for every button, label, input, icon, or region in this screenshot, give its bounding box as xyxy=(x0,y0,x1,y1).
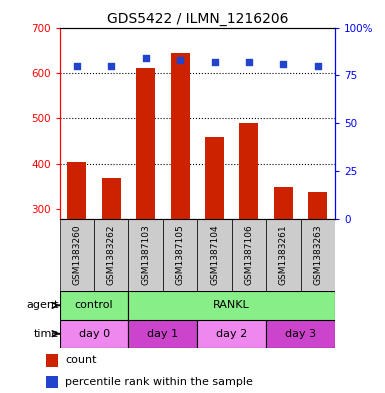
Bar xyxy=(136,68,155,219)
Text: RANKL: RANKL xyxy=(213,300,250,310)
Bar xyxy=(266,219,301,291)
Bar xyxy=(94,219,129,291)
Text: percentile rank within the sample: percentile rank within the sample xyxy=(65,377,253,387)
Bar xyxy=(46,376,58,388)
Bar xyxy=(163,219,197,291)
Text: agent: agent xyxy=(27,300,59,310)
Title: GDS5422 / ILMN_1216206: GDS5422 / ILMN_1216206 xyxy=(107,13,288,26)
Text: time: time xyxy=(34,329,59,339)
Text: day 1: day 1 xyxy=(147,329,179,339)
Point xyxy=(108,62,114,69)
Text: GSM1387106: GSM1387106 xyxy=(244,224,253,285)
Bar xyxy=(197,219,232,291)
Text: GSM1387104: GSM1387104 xyxy=(210,224,219,285)
Bar xyxy=(171,53,189,219)
Bar xyxy=(60,320,129,348)
Bar xyxy=(308,192,327,219)
Bar xyxy=(60,291,129,320)
Bar xyxy=(46,354,58,367)
Bar xyxy=(129,320,197,348)
Bar xyxy=(67,162,86,219)
Point xyxy=(177,57,183,63)
Point xyxy=(315,62,321,69)
Bar xyxy=(129,291,335,320)
Text: day 0: day 0 xyxy=(79,329,110,339)
Text: day 3: day 3 xyxy=(285,329,316,339)
Bar xyxy=(205,137,224,219)
Bar xyxy=(102,178,121,219)
Text: GSM1383261: GSM1383261 xyxy=(279,224,288,285)
Bar xyxy=(129,219,163,291)
Text: day 2: day 2 xyxy=(216,329,247,339)
Bar xyxy=(266,320,335,348)
Bar xyxy=(239,123,258,219)
Text: control: control xyxy=(75,300,114,310)
Bar xyxy=(197,320,266,348)
Text: GSM1387105: GSM1387105 xyxy=(176,224,185,285)
Point xyxy=(280,61,286,67)
Bar xyxy=(60,219,94,291)
Point xyxy=(74,62,80,69)
Point xyxy=(211,59,218,65)
Text: GSM1383262: GSM1383262 xyxy=(107,225,116,285)
Bar xyxy=(232,219,266,291)
Bar xyxy=(274,187,293,219)
Text: count: count xyxy=(65,355,97,365)
Bar xyxy=(301,219,335,291)
Text: GSM1383263: GSM1383263 xyxy=(313,224,322,285)
Text: GSM1383260: GSM1383260 xyxy=(72,224,81,285)
Point xyxy=(142,55,149,61)
Text: GSM1387103: GSM1387103 xyxy=(141,224,150,285)
Point xyxy=(246,59,252,65)
